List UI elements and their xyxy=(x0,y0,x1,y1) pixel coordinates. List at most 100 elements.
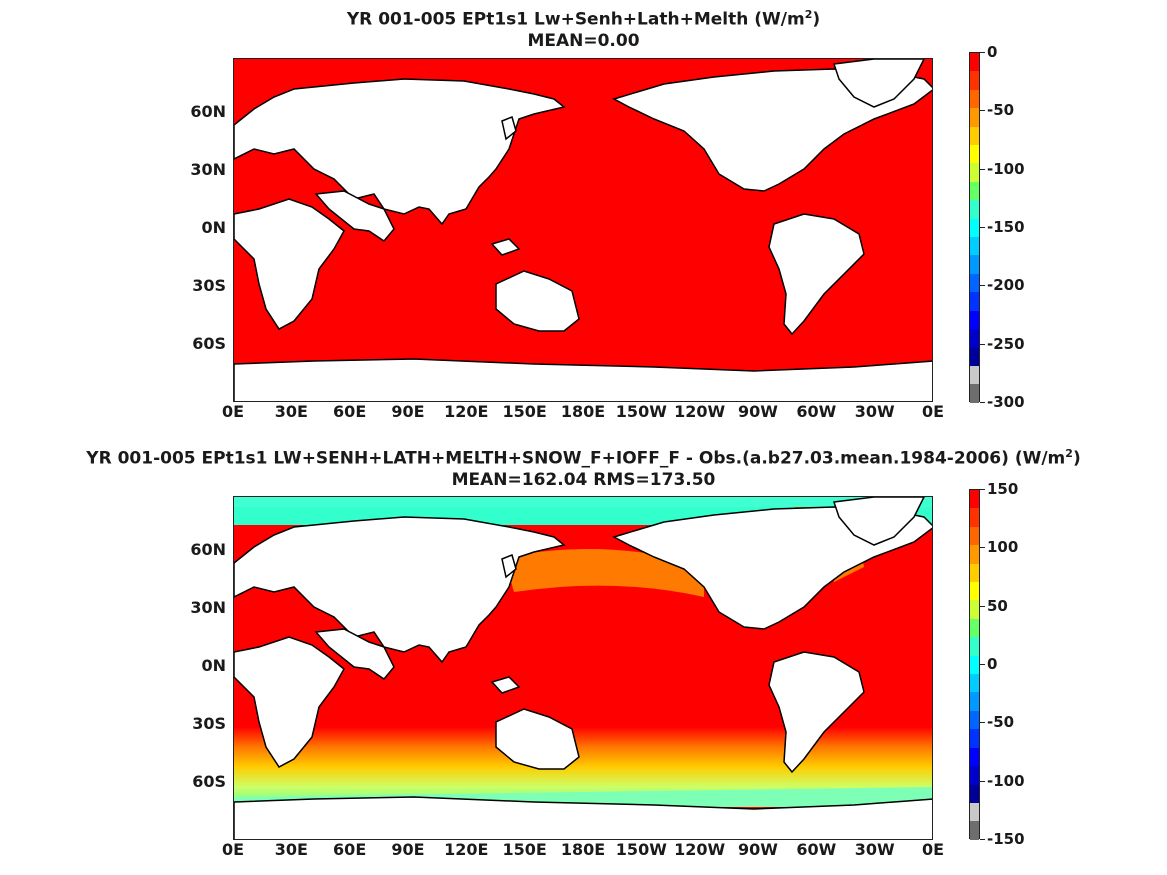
panel2-colorbar-swatch xyxy=(970,655,979,675)
panel1-colorbar-swatch xyxy=(970,71,979,90)
panel2-colorbar-tick xyxy=(980,780,985,782)
panel2-colorbar-swatch xyxy=(970,821,979,840)
panel1-lon-label: 0E xyxy=(921,402,945,421)
panel1-colorbar-swatch xyxy=(970,237,979,256)
panel2-colorbar-tick xyxy=(980,839,985,840)
panel1-title-suffix: ) xyxy=(812,9,821,30)
panel1-lat-label: 60N xyxy=(190,102,226,121)
panel1-colorbar-label: -200 xyxy=(987,276,1025,295)
panel1-colorbar-label: -300 xyxy=(987,393,1025,411)
panel1-lat-label: 60S xyxy=(192,334,226,353)
panel2-colorbar-tick xyxy=(980,489,985,490)
panel2-lat-label: 60N xyxy=(190,540,226,559)
panel2-lon-label: 60W xyxy=(796,840,837,859)
panel2-lon-label: 150E xyxy=(502,840,547,859)
panel1-lon-label: 90E xyxy=(391,402,425,421)
panel2-colorbar-swatch xyxy=(970,563,979,583)
panel2-lat-label: 30N xyxy=(190,598,226,617)
panel1-colorbar-label: -250 xyxy=(987,334,1025,353)
panel1-colorbar-tick xyxy=(980,110,985,112)
panel2-colorbar-swatch xyxy=(970,784,979,803)
panel2-colorbar-swatch xyxy=(970,674,979,693)
panel2-lat-label: 0N xyxy=(201,656,226,675)
panel2-title-sup: 2 xyxy=(1065,447,1073,460)
panel1-colorbar-swatch xyxy=(970,89,979,109)
panel1-colorbar-tick xyxy=(980,227,985,228)
panel2-lon-label: 90W xyxy=(738,840,778,859)
panel2-title-text: YR 001-005 EPt1s1 LW+SENH+LATH+MELTH+SNO… xyxy=(86,448,1066,469)
panel1-colorbar xyxy=(969,52,980,403)
panel1-title: YR 001-005 EPt1s1 Lw+Senh+Lath+Melth (W/… xyxy=(0,4,1167,31)
panel2-land xyxy=(234,497,932,839)
panel1-colorbar-swatch xyxy=(970,218,979,238)
panel2-colorbar-swatch xyxy=(970,802,979,822)
panel1-lat-label: 30N xyxy=(190,160,226,179)
panel1-colorbar-swatch xyxy=(970,329,979,348)
panel1-lon-label: 30E xyxy=(274,402,308,421)
panel1-lat-label: 0N xyxy=(201,218,226,237)
panel2-colorbar-label: 150 xyxy=(987,480,1019,498)
panel2-colorbar-swatch xyxy=(970,637,979,656)
panel2-map-svg xyxy=(234,497,932,839)
panel2-colorbar-swatch xyxy=(970,490,979,509)
panel1-colorbar-swatch xyxy=(970,347,979,366)
panel1-map-svg xyxy=(234,59,932,401)
panel2-colorbar-label: -100 xyxy=(987,771,1025,790)
panel1-lon-label: 150W xyxy=(615,402,667,421)
panel2-lon-label: 120W xyxy=(674,840,726,859)
panel2-lon-label: 60E xyxy=(333,840,367,859)
panel1-lon-label: 180E xyxy=(560,402,606,421)
panel2-colorbar-label: -50 xyxy=(987,713,1015,732)
panel1-lon-label: 90W xyxy=(738,402,778,421)
panel2-colorbar-swatch xyxy=(970,600,979,619)
panel1-colorbar-swatch xyxy=(970,53,979,72)
panel2-colorbar-tick xyxy=(980,664,985,665)
panel1-lon-label: 150E xyxy=(502,402,547,421)
panel1-colorbar-swatch xyxy=(970,126,979,146)
panel2-map xyxy=(233,496,933,840)
panel2-colorbar-swatch xyxy=(970,508,979,527)
panel1-colorbar-tick xyxy=(980,168,985,170)
panel1-colorbar-swatch xyxy=(970,384,979,403)
panel1-lon-label: 30W xyxy=(854,402,895,421)
panel2-colorbar-tick xyxy=(980,605,985,607)
panel2-colorbar-swatch xyxy=(970,766,979,785)
panel1-colorbar-swatch xyxy=(970,145,979,164)
panel2-lon-label: 120E xyxy=(444,840,489,859)
panel2-title-suffix: ) xyxy=(1072,448,1081,469)
panel1-colorbar-swatch xyxy=(970,163,979,182)
panel2-lon-label: 0E xyxy=(221,840,245,859)
panel1-lon-label: 60E xyxy=(333,402,367,421)
panel1-land xyxy=(234,59,932,401)
panel2-lat-label: 30S xyxy=(192,714,226,733)
panel1-mean: MEAN=0.00 xyxy=(527,31,640,51)
panel2-lon-label: 150W xyxy=(615,840,667,859)
panel2-colorbar-swatch xyxy=(970,747,979,767)
panel1-colorbar-label: 0 xyxy=(987,43,998,61)
panel1-colorbar-label: -100 xyxy=(987,159,1025,178)
panel1-lon-label: 120E xyxy=(444,402,489,421)
panel1-colorbar-swatch xyxy=(970,255,979,274)
panel2-colorbar xyxy=(969,489,980,840)
panel1-colorbar-swatch xyxy=(970,273,979,293)
panel2-colorbar-swatch xyxy=(970,729,979,748)
panel1-lon-label: 120W xyxy=(674,402,726,421)
panel2-title: YR 001-005 EPt1s1 LW+SENH+LATH+MELTH+SNO… xyxy=(0,443,1167,470)
panel1-colorbar-swatch xyxy=(970,310,979,330)
panel2-lon-label: 30W xyxy=(854,840,895,859)
panel1-colorbar-swatch xyxy=(970,292,979,311)
panel1-colorbar-label: -50 xyxy=(987,101,1015,120)
panel2-lon-label: 180E xyxy=(560,840,606,859)
panel1-colorbar-tick xyxy=(980,402,985,403)
panel1-colorbar-swatch xyxy=(970,108,979,127)
panel2-colorbar-swatch xyxy=(970,692,979,711)
panel2-colorbar-tick xyxy=(980,722,985,724)
panel2-colorbar-label: 50 xyxy=(987,596,1008,615)
panel1-lon-label: 0E xyxy=(221,402,245,421)
panel1-title-text: YR 001-005 EPt1s1 Lw+Senh+Lath+Melth (W/… xyxy=(346,9,805,30)
panel1-colorbar-tick xyxy=(980,343,985,345)
panel1-title-sup: 2 xyxy=(804,8,813,21)
panel2-lon-label: 0E xyxy=(921,840,945,859)
panel2-lon-label: 30E xyxy=(274,840,308,859)
panel2-colorbar-label: -150 xyxy=(987,830,1025,848)
